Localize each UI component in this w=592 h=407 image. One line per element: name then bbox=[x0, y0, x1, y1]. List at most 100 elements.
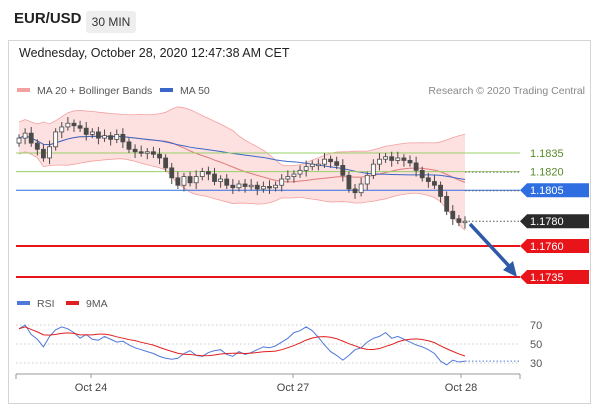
candle-body bbox=[205, 171, 211, 175]
candlesticks bbox=[16, 117, 468, 229]
candle-body bbox=[108, 135, 114, 140]
level-tag-1.1760 bbox=[520, 239, 589, 253]
ma50-line bbox=[18, 135, 466, 181]
candle-body bbox=[126, 141, 132, 150]
candle-body bbox=[395, 157, 401, 161]
candle-body bbox=[96, 131, 101, 139]
candle-body bbox=[279, 178, 285, 186]
forecast-arrow bbox=[468, 222, 517, 277]
candle-body bbox=[254, 184, 260, 190]
candle-body bbox=[71, 122, 77, 127]
rsi-ma-legend-label: 9MA bbox=[86, 298, 108, 310]
level-label-1.1820: 1.1820 bbox=[530, 167, 564, 179]
arrow-shaft bbox=[468, 222, 511, 268]
candle-body bbox=[199, 171, 205, 177]
candle-body bbox=[352, 188, 358, 194]
candle-body bbox=[59, 126, 65, 133]
candle-body bbox=[309, 163, 315, 168]
candle-body bbox=[425, 177, 431, 182]
candle-body bbox=[248, 184, 254, 188]
rsi-tick-70: 70 bbox=[530, 320, 542, 332]
candle-body bbox=[444, 195, 450, 212]
candle-body bbox=[322, 158, 327, 165]
candle-body bbox=[303, 166, 309, 171]
rsi-ma-legend-swatch bbox=[66, 301, 79, 305]
level-tag-1.1735 bbox=[520, 270, 589, 284]
candle-body bbox=[438, 184, 443, 197]
candle-body bbox=[138, 151, 144, 154]
candle-body bbox=[285, 176, 291, 180]
candle-body bbox=[151, 151, 156, 155]
candle-body bbox=[297, 169, 303, 175]
candle-body bbox=[163, 157, 169, 169]
candle-body bbox=[315, 163, 321, 167]
level-label-1.1805: 1.1805 bbox=[530, 185, 564, 197]
level-label-1.1735: 1.1735 bbox=[530, 272, 564, 284]
ma50-legend-label: MA 50 bbox=[180, 85, 210, 97]
rsi-panel: 30 50 70 bbox=[16, 320, 542, 370]
candle-body bbox=[41, 148, 46, 159]
candle-body bbox=[340, 164, 346, 176]
bb-lower-line bbox=[18, 151, 466, 231]
x-tick-label: Oct 24 bbox=[75, 382, 107, 394]
level-tag-1.1805 bbox=[520, 183, 589, 198]
candle-body bbox=[16, 137, 22, 144]
candle-body bbox=[77, 125, 83, 129]
candle-body bbox=[260, 186, 266, 190]
rsi-line bbox=[18, 324, 466, 366]
candle-body bbox=[144, 151, 150, 154]
candle-body bbox=[22, 132, 28, 139]
bb-upper-line bbox=[18, 106, 466, 167]
level-label-1.1835: 1.1835 bbox=[530, 148, 564, 160]
candle-body bbox=[419, 169, 425, 179]
candle-body bbox=[47, 146, 52, 159]
candle-body bbox=[169, 167, 175, 179]
candle-body bbox=[102, 135, 107, 139]
candle-body bbox=[401, 157, 407, 161]
x-tick-label: Oct 28 bbox=[445, 382, 477, 394]
rsi-legend-swatch bbox=[17, 301, 30, 305]
candle-body bbox=[65, 122, 71, 128]
bb-legend-swatch bbox=[17, 88, 30, 92]
candle-body bbox=[267, 186, 272, 189]
candle-body bbox=[212, 173, 217, 182]
x-tick-label: Oct 27 bbox=[277, 382, 309, 394]
candle-body bbox=[193, 176, 199, 184]
timeframe-badge[interactable]: 30 MIN bbox=[86, 11, 136, 33]
candle-body bbox=[432, 181, 437, 186]
level-label-1.1760: 1.1760 bbox=[530, 241, 564, 253]
bb-legend-label: MA 20 + Bollinger Bands bbox=[37, 85, 152, 97]
candle-body bbox=[462, 220, 468, 224]
last-price-label: 1.1780 bbox=[530, 216, 564, 228]
candle-body bbox=[334, 161, 340, 166]
chart-datetime: Wednesday, October 28, 2020 12:47:38 AM … bbox=[19, 46, 290, 60]
candle-body bbox=[358, 183, 364, 194]
candle-body bbox=[364, 174, 370, 185]
rsi-legend-label: RSI bbox=[37, 298, 55, 310]
candle-body bbox=[114, 133, 120, 140]
candle-body bbox=[346, 174, 352, 190]
chart-panel bbox=[8, 40, 591, 404]
candle-body bbox=[328, 158, 333, 163]
x-axis: Oct 24 Oct 27 Oct 28 bbox=[15, 373, 521, 394]
rsi-ma-line bbox=[18, 326, 466, 357]
candle-body bbox=[83, 127, 89, 135]
candle-body bbox=[120, 133, 126, 143]
arrow-head bbox=[503, 261, 517, 277]
candle-body bbox=[89, 131, 95, 135]
top-bar: EUR/USD 30 MIN bbox=[0, 0, 592, 40]
candle-body bbox=[157, 153, 162, 159]
candle-body bbox=[407, 160, 413, 164]
candle-body bbox=[291, 173, 297, 177]
candle-body bbox=[28, 132, 34, 144]
candle-body bbox=[34, 142, 40, 150]
candle-body bbox=[132, 148, 138, 153]
candle-body bbox=[242, 183, 248, 187]
credit-text: Research © 2020 Trading Central bbox=[428, 85, 585, 97]
symbol-title: EUR/USD bbox=[14, 10, 82, 27]
level-lines bbox=[16, 152, 520, 278]
last-price-tag bbox=[520, 214, 589, 229]
candle-body bbox=[218, 178, 224, 182]
level-labels: 1.1835 1.1820 1.1805 1.1780 1.1760 1.1735 bbox=[520, 148, 589, 284]
